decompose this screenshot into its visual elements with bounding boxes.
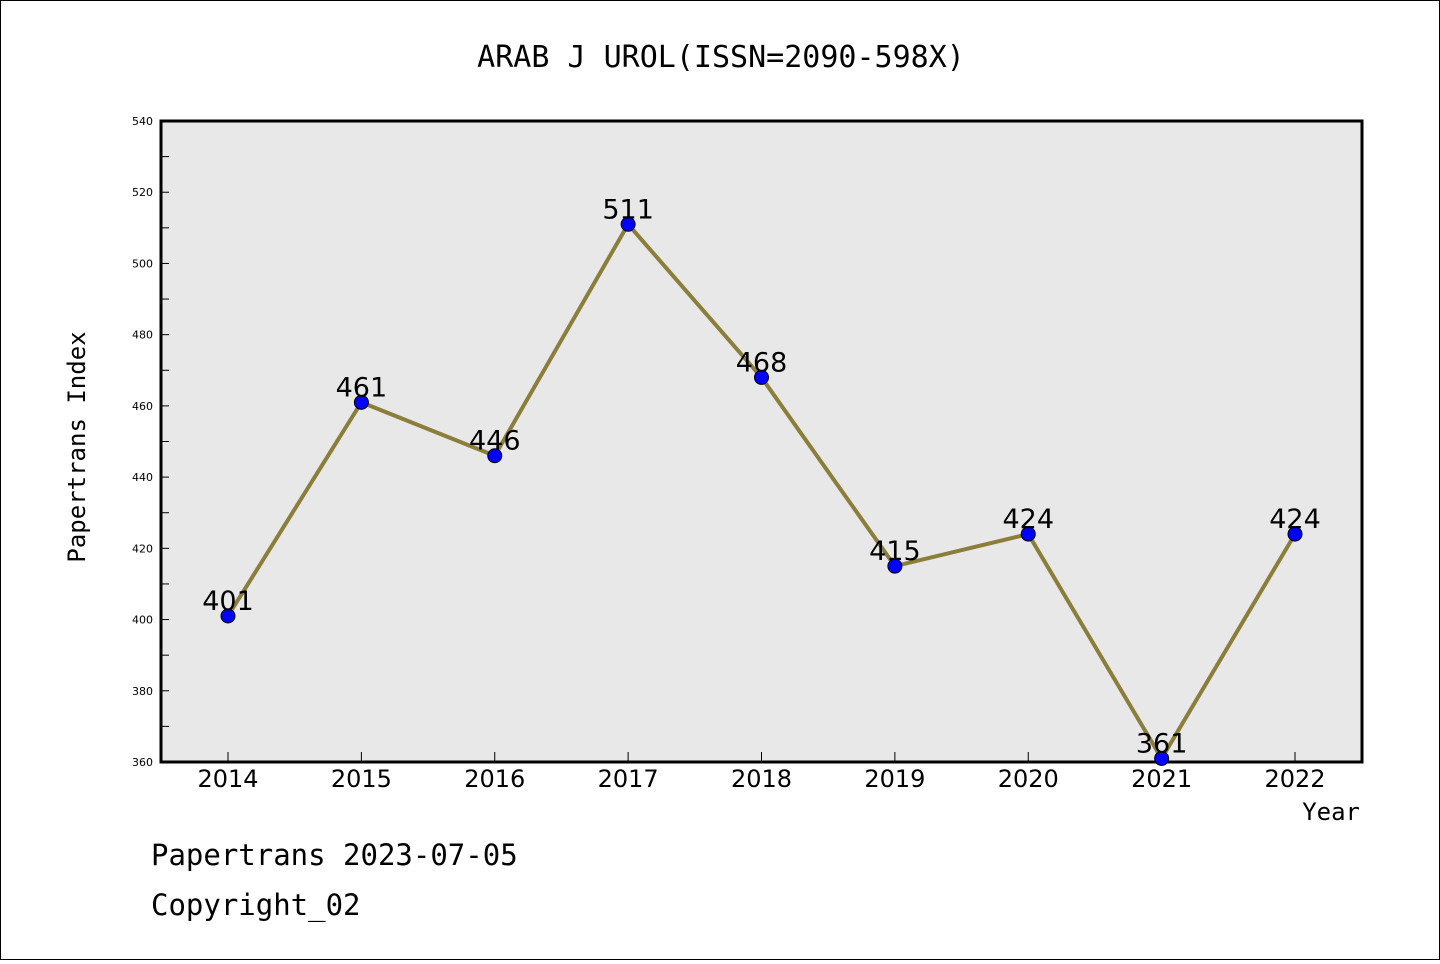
y-tick-label: 480 bbox=[132, 329, 153, 342]
x-tick-label: 2016 bbox=[464, 765, 525, 793]
y-tick-label: 360 bbox=[132, 756, 153, 769]
y-tick-label: 380 bbox=[132, 685, 153, 698]
data-label: 424 bbox=[1269, 504, 1321, 535]
data-point-marker bbox=[887, 558, 903, 574]
y-tick-label: 400 bbox=[132, 614, 153, 627]
data-label: 461 bbox=[336, 372, 388, 403]
data-label: 401 bbox=[202, 586, 254, 617]
data-point-marker bbox=[620, 216, 636, 232]
chart-title: ARAB J UROL(ISSN=2090-598X) bbox=[477, 40, 965, 75]
data-label: 361 bbox=[1136, 728, 1188, 759]
y-tick-label: 540 bbox=[132, 115, 153, 128]
x-axis-title: Year bbox=[1302, 798, 1360, 826]
footer-date: Papertrans 2023-07-05 bbox=[151, 838, 518, 872]
data-label: 424 bbox=[1002, 504, 1054, 535]
y-tick-label: 420 bbox=[132, 542, 153, 555]
y-axis: 360 380 400 420 440 460 480 500 520 540 bbox=[132, 115, 169, 769]
data-label: 511 bbox=[602, 194, 654, 225]
y-tick-label: 520 bbox=[132, 186, 153, 199]
data-point-marker bbox=[220, 608, 236, 624]
x-tick-label: 2020 bbox=[998, 765, 1059, 793]
y-tick-label: 500 bbox=[132, 257, 153, 270]
y-tick-label: 460 bbox=[132, 400, 153, 413]
x-tick-label: 2018 bbox=[731, 765, 792, 793]
x-tick-label: 2021 bbox=[1131, 765, 1192, 793]
data-point-marker bbox=[353, 394, 369, 410]
x-tick-label: 2015 bbox=[331, 765, 392, 793]
data-label: 446 bbox=[469, 426, 521, 457]
x-tick-label: 2019 bbox=[864, 765, 925, 793]
data-point-marker bbox=[1287, 526, 1303, 542]
x-tick-label: 2017 bbox=[598, 765, 659, 793]
data-label: 415 bbox=[869, 536, 921, 567]
y-tick-label: 440 bbox=[132, 471, 153, 484]
y-axis-title: Papertrans Index bbox=[63, 331, 91, 562]
data-label: 468 bbox=[736, 347, 788, 378]
x-axis: 2014 2015 2016 2017 2018 2019 2020 2021 2022 bbox=[197, 752, 1326, 793]
data-point-marker bbox=[1020, 526, 1036, 542]
plot-area bbox=[159, 119, 1364, 764]
x-tick-label: 2014 bbox=[197, 765, 258, 793]
footer-copyright: Copyright_02 bbox=[151, 888, 361, 923]
series-group: 401 461 446 511 468 415 424 361 424 bbox=[202, 194, 1321, 766]
data-point-marker bbox=[487, 448, 503, 464]
data-point-marker bbox=[754, 369, 769, 385]
x-tick-label: 2022 bbox=[1264, 765, 1325, 793]
data-point-marker bbox=[1154, 750, 1170, 766]
